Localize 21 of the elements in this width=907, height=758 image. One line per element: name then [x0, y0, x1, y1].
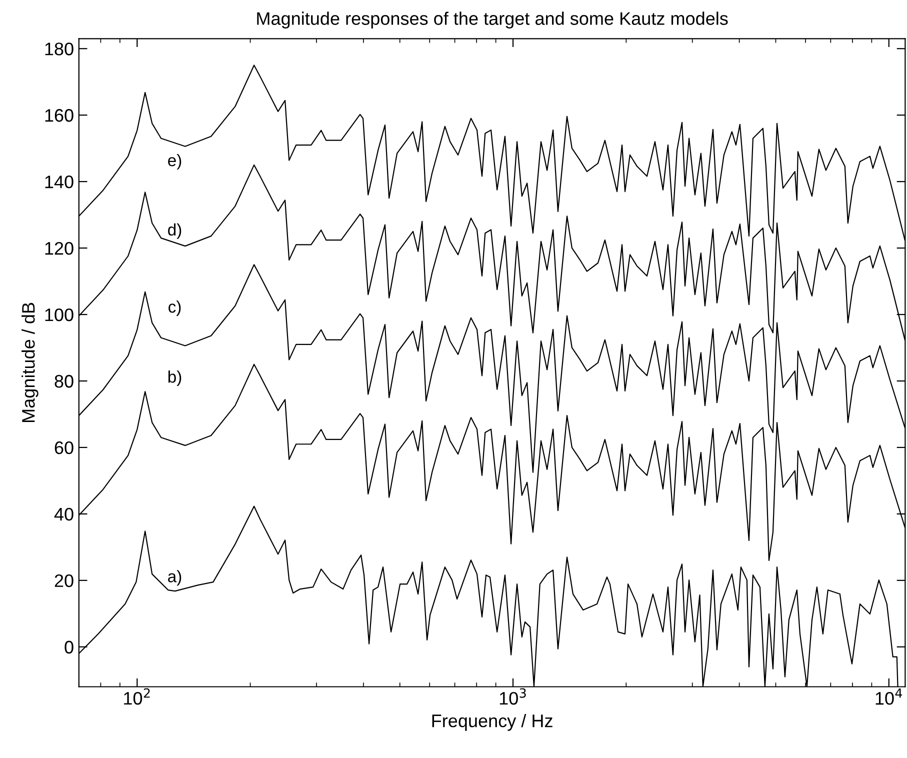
x-tick-label: 10$^{2}$ — [124, 688, 150, 705]
annotation: a) — [168, 570, 182, 586]
y-tick-label: 120 — [45, 242, 74, 255]
y-tick-label: 160 — [45, 109, 74, 122]
annotation: b) — [168, 370, 182, 386]
y-tick-label: 80 — [54, 374, 74, 388]
y-tick-label: 20 — [54, 574, 74, 588]
y-tick-label: 60 — [54, 441, 74, 454]
y-tick-label: 180 — [45, 42, 74, 56]
y-axis-title: Magnitude / dB — [22, 302, 38, 422]
y-tick-label: 0 — [64, 640, 74, 654]
chart-title: Magnitude responses of the target and some Kautz models — [257, 12, 728, 29]
annotation: e) — [168, 154, 182, 170]
annotation: c) — [168, 300, 181, 316]
y-tick-label: 140 — [45, 176, 74, 188]
x-axis-title: Frequency / Hz — [432, 714, 552, 731]
y-tick-label: 100 — [45, 308, 74, 322]
y-tick-label: 40 — [54, 508, 74, 521]
x-tick-label: 10$^{3}$ — [500, 688, 526, 705]
annotation: d) — [168, 223, 182, 239]
x-tick-label: 10$^{4}$ — [876, 688, 902, 705]
